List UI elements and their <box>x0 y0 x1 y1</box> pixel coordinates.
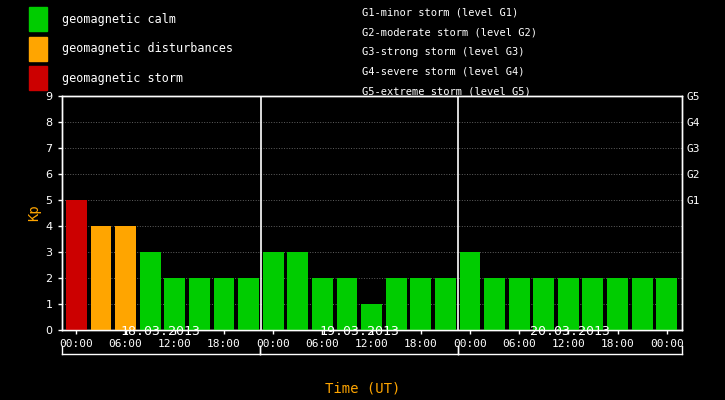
Text: G4-severe storm (level G4): G4-severe storm (level G4) <box>362 67 525 77</box>
Bar <box>361 304 382 330</box>
Y-axis label: Kp: Kp <box>28 205 41 221</box>
Bar <box>336 278 357 330</box>
Bar <box>631 278 652 330</box>
Text: Time (UT): Time (UT) <box>325 382 400 396</box>
Bar <box>29 66 47 90</box>
Bar <box>66 200 87 330</box>
Bar <box>91 226 112 330</box>
Text: geomagnetic storm: geomagnetic storm <box>62 72 183 85</box>
Text: geomagnetic calm: geomagnetic calm <box>62 13 175 26</box>
Bar <box>115 226 136 330</box>
Bar <box>287 252 308 330</box>
Bar <box>435 278 456 330</box>
Text: G2-moderate storm (level G2): G2-moderate storm (level G2) <box>362 27 537 37</box>
Bar <box>29 7 47 31</box>
Bar <box>29 37 47 61</box>
Text: 19.03.2013: 19.03.2013 <box>319 325 399 338</box>
Bar <box>165 278 185 330</box>
Bar <box>410 278 431 330</box>
Bar <box>534 278 554 330</box>
Bar <box>312 278 333 330</box>
Bar <box>262 252 283 330</box>
Bar <box>582 278 603 330</box>
Text: G5-extreme storm (level G5): G5-extreme storm (level G5) <box>362 86 531 96</box>
Bar <box>607 278 628 330</box>
Text: G3-strong storm (level G3): G3-strong storm (level G3) <box>362 47 525 57</box>
Bar <box>460 252 481 330</box>
Bar <box>386 278 407 330</box>
Bar <box>484 278 505 330</box>
Bar <box>238 278 259 330</box>
Text: G1-minor storm (level G1): G1-minor storm (level G1) <box>362 7 519 17</box>
Bar <box>140 252 161 330</box>
Bar <box>656 278 677 330</box>
Text: 20.03.2013: 20.03.2013 <box>530 325 610 338</box>
Text: 18.03.2013: 18.03.2013 <box>121 325 201 338</box>
Text: geomagnetic disturbances: geomagnetic disturbances <box>62 42 233 55</box>
Bar <box>509 278 529 330</box>
Bar <box>189 278 210 330</box>
Bar <box>214 278 234 330</box>
Bar <box>558 278 579 330</box>
